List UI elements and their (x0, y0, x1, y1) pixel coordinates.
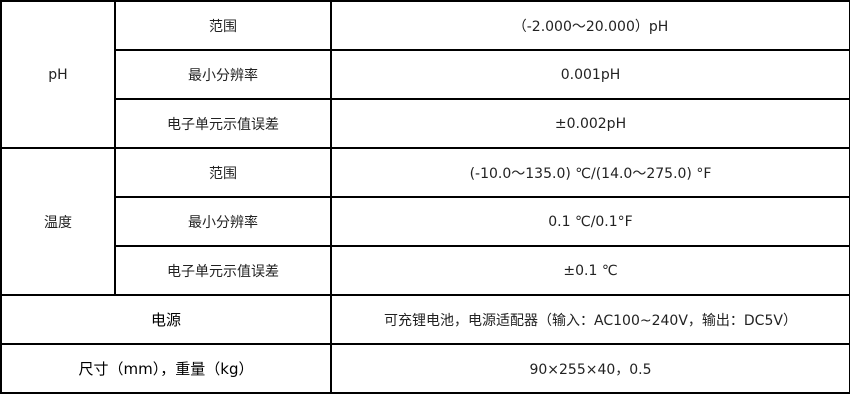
group-label-temperature: 温度 (0, 147, 116, 296)
size-weight-label: 尺寸（mm），重量（kg） (0, 343, 332, 394)
param-cell: 电子单元示值误差 (114, 98, 332, 149)
table-row: 电子单元示值误差 ±0.002pH (1, 98, 850, 149)
value-cell: (-10.0～135.0) ℃/(14.0～275.0) °F (330, 147, 850, 198)
table-row: 电子单元示值误差 ±0.1 ℃ (1, 245, 850, 296)
value-cell: ±0.002pH (330, 98, 850, 149)
param-cell: 最小分辨率 (114, 49, 332, 100)
table-row: 电源 可充锂电池，电源适配器（输入：AC100~240V，输出：DC5V） (0, 294, 850, 345)
param-cell: 范围 (114, 0, 332, 51)
table-row: 尺寸（mm），重量（kg） 90×255×40，0.5 (0, 343, 850, 394)
param-cell: 范围 (114, 147, 332, 198)
param-cell: 电子单元示值误差 (114, 245, 332, 296)
value-cell: （-2.000～20.000）pH (330, 0, 850, 51)
table-row: 最小分辨率 0.1 ℃/0.1°F (1, 196, 850, 247)
power-value: 可充锂电池，电源适配器（输入：AC100~240V，输出：DC5V） (330, 294, 850, 345)
value-cell: ±0.1 ℃ (330, 245, 850, 296)
param-cell: 最小分辨率 (114, 196, 332, 247)
value-cell: 0.001pH (330, 49, 850, 100)
power-label: 电源 (0, 294, 332, 345)
group-label-ph: pH (0, 0, 116, 149)
value-cell: 0.1 ℃/0.1°F (330, 196, 850, 247)
table-row: 最小分辨率 0.001pH (1, 49, 850, 100)
spec-table: pH 范围 （-2.000～20.000）pH 最小分辨率 0.001pH 电子… (0, 0, 850, 394)
table-row: pH 范围 （-2.000～20.000）pH (0, 0, 850, 149)
table-row: 温度 范围 (-10.0～135.0) ℃/(14.0～275.0) °F (0, 147, 850, 296)
size-weight-value: 90×255×40，0.5 (330, 343, 850, 394)
